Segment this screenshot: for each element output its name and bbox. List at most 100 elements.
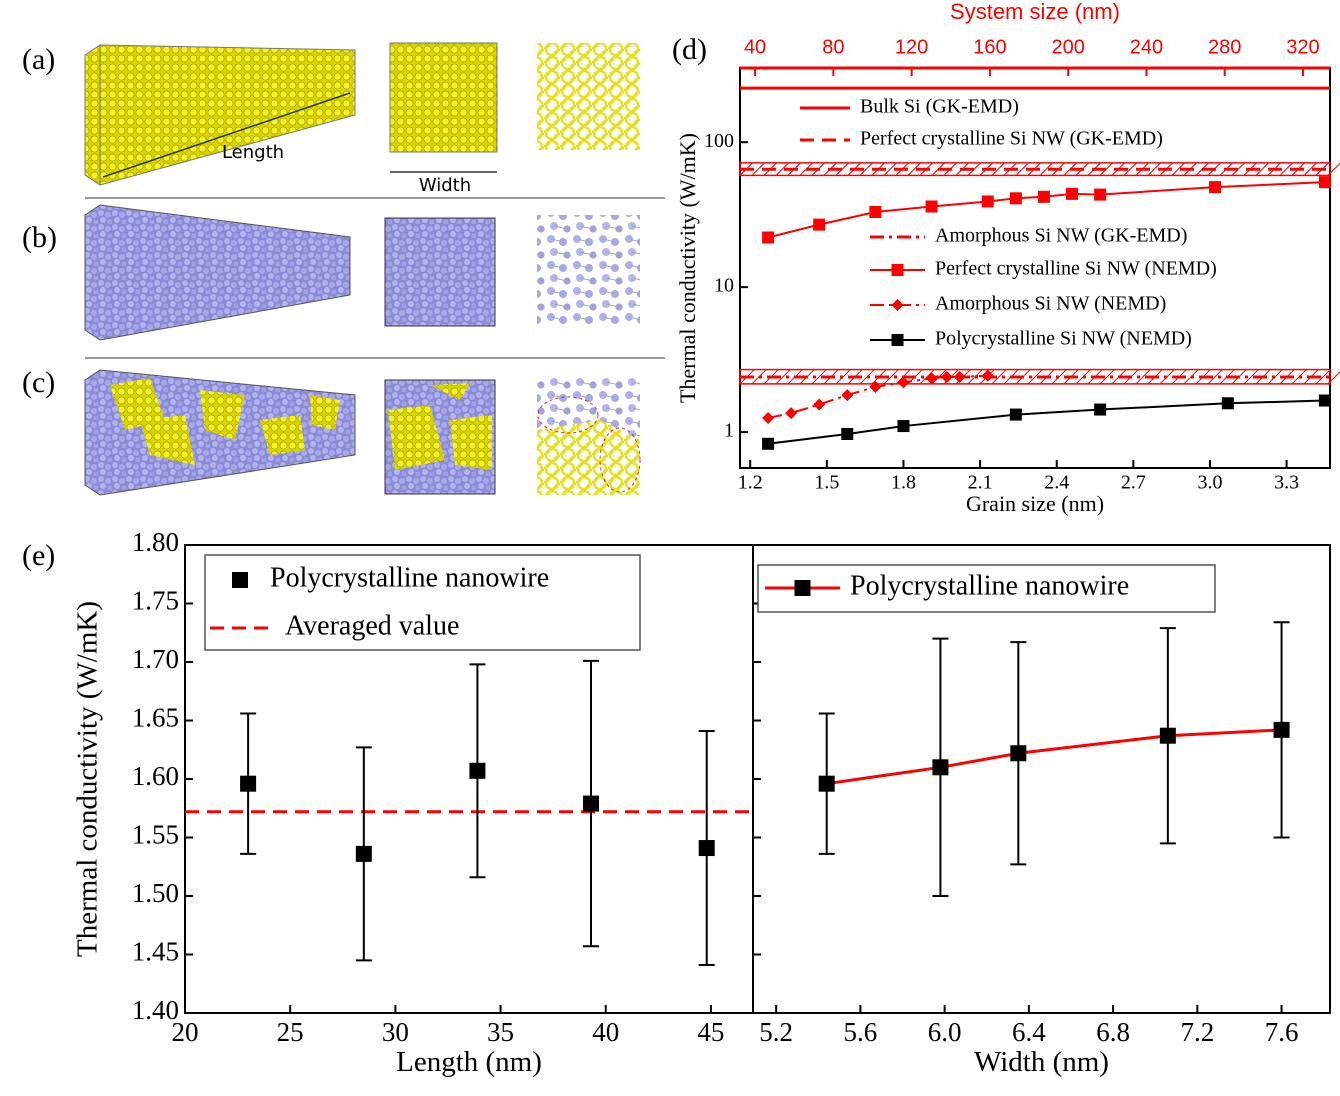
marker (1037, 190, 1050, 203)
y-tick-label: 10 (714, 275, 734, 297)
hatch (991, 369, 1007, 385)
y-tick-label: 1.60 (132, 761, 179, 791)
marker (762, 231, 775, 244)
marker (869, 205, 882, 218)
x-tick-label: 2.1 (968, 472, 993, 494)
x-tick-label: 5.2 (759, 1017, 793, 1047)
marker (841, 427, 854, 440)
legend-label: Polycrystalline Si NW (NEMD) (935, 328, 1192, 350)
shape (599, 427, 641, 493)
hatch (1171, 162, 1185, 176)
y-tick-label: 1.55 (132, 820, 179, 850)
marker (940, 370, 953, 383)
x2-tick-label: 280 (1208, 36, 1241, 58)
hatch (859, 162, 873, 176)
hatch (967, 162, 981, 176)
hatch (1051, 369, 1067, 385)
shape (84, 44, 356, 186)
x-tick-label: 45 (697, 1017, 724, 1047)
x-tick-label: 25 (277, 1017, 304, 1047)
plot-frame (752, 544, 1331, 1014)
y-tick-label: 1.65 (132, 703, 179, 733)
marker (925, 372, 938, 385)
marker (953, 370, 966, 383)
hatch (1123, 162, 1137, 176)
panel-label: (c) (22, 366, 55, 399)
x2-tick-label: 240 (1130, 36, 1163, 58)
hatch (1159, 369, 1175, 385)
x-tick-label: 30 (382, 1017, 409, 1047)
legend-label: Bulk Si (GK-EMD) (860, 96, 1019, 118)
x-tick-label: 6.4 (1012, 1017, 1046, 1047)
shape (537, 420, 640, 495)
marker (469, 762, 486, 779)
marker (1094, 188, 1107, 201)
marker (1318, 394, 1331, 407)
shape (110, 378, 165, 430)
x-tick-label: 6.0 (928, 1017, 962, 1047)
hatch (1015, 162, 1029, 176)
legend-label: Polycrystalline nanowire (850, 570, 1129, 601)
marker (897, 420, 910, 433)
marker (794, 580, 811, 596)
x-tick-label: 6.8 (1096, 1017, 1130, 1047)
shape (84, 204, 351, 341)
y-tick-label: 1.45 (132, 937, 179, 967)
hatch (1207, 369, 1223, 385)
hatch (775, 369, 791, 385)
marker (891, 299, 904, 311)
marker (762, 412, 775, 425)
marker (240, 775, 257, 792)
annotation: Width (419, 175, 471, 196)
legend-label: Perfect crystalline Si NW (NEMD) (935, 258, 1217, 280)
marker (981, 195, 994, 208)
marker (891, 264, 904, 276)
y-axis-label: Thermal conductivity (W/mK) (72, 601, 104, 957)
x-axis-label: Length (nm) (396, 1046, 542, 1078)
structure-panels (84, 42, 665, 496)
shape (260, 415, 305, 455)
marker (813, 218, 826, 231)
marker (1094, 403, 1107, 416)
x-tick-label: 5.6 (844, 1017, 878, 1047)
legend-label: Averaged value (285, 610, 459, 641)
marker (891, 334, 904, 346)
x2-tick-label: 40 (744, 36, 766, 58)
hatch (1255, 162, 1269, 176)
hatch (1099, 369, 1115, 385)
y-tick-label: 1 (724, 420, 734, 442)
x2-tick-label: 320 (1286, 36, 1319, 58)
shape (389, 42, 498, 153)
panel-label: (e) (22, 539, 55, 572)
x-tick-label: 1.2 (738, 472, 763, 494)
x-tick-label: 1.5 (814, 472, 839, 494)
x2-tick-label: 200 (1051, 36, 1084, 58)
marker (981, 369, 994, 382)
hatch (1267, 369, 1283, 385)
x2-tick-label: 160 (973, 36, 1006, 58)
marker (1318, 176, 1331, 189)
x-tick-label: 2.7 (1121, 472, 1146, 494)
x-tick-label: 3.3 (1274, 472, 1299, 494)
marker (232, 572, 248, 588)
hatch (1135, 369, 1151, 385)
marker (762, 437, 775, 450)
hatch (1327, 162, 1340, 176)
shape (200, 390, 245, 440)
marker (1273, 721, 1290, 738)
hatch (883, 369, 899, 385)
hatch (1027, 369, 1043, 385)
y-axis-label: Thermal conductivity (W/mK) (675, 133, 700, 403)
y-tick-label: 1.80 (132, 527, 179, 557)
annotation: Length (222, 142, 284, 163)
x2-tick-label: 80 (822, 36, 844, 58)
hatch (1315, 369, 1331, 385)
marker (1221, 397, 1234, 410)
panel-label: (d) (672, 33, 707, 66)
marker (785, 407, 798, 420)
x-tick-label: 40 (592, 1017, 619, 1047)
shape (430, 383, 470, 400)
y-tick-label: 1.50 (132, 878, 179, 908)
legend-label: Amorphous Si NW (NEMD) (935, 293, 1166, 315)
